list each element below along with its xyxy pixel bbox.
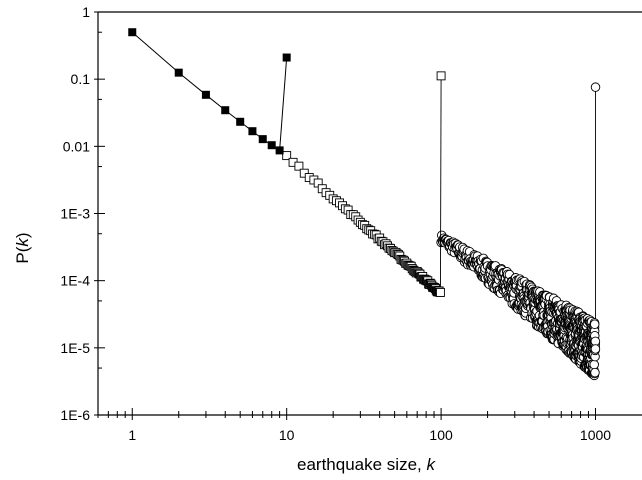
x-axis: 1 10 100 1000 xyxy=(97,408,611,443)
open-square-marker xyxy=(436,71,446,81)
filled-square-marker xyxy=(174,68,183,77)
series-layer xyxy=(128,28,601,381)
open-circle-marker xyxy=(589,359,599,370)
series-open-circles xyxy=(436,82,601,381)
y-tick-label: 0.01 xyxy=(63,138,90,154)
series-open-squares xyxy=(282,71,446,297)
y-axis: 1 0.1 0.01 1E-3 1E-4 1E-5 1E-6 xyxy=(60,4,105,423)
filled-square-marker xyxy=(236,117,245,126)
y-tick-label: 0.1 xyxy=(71,71,91,87)
filled-square-marker xyxy=(267,141,276,150)
open-circle-marker xyxy=(590,82,601,92)
open-circle-marker xyxy=(590,344,601,354)
y-tick-label: 1E-6 xyxy=(60,407,90,423)
y-tick-label: 1 xyxy=(82,4,90,20)
y-tick-label: 1E-3 xyxy=(60,206,90,222)
filled-square-marker xyxy=(275,146,284,155)
y-tick-label: 1E-4 xyxy=(60,273,90,289)
filled-square-marker xyxy=(221,106,230,115)
open-square-marker xyxy=(294,161,304,171)
series-filled-squares xyxy=(128,28,291,155)
x-tick-label: 100 xyxy=(429,427,453,443)
open-circle-marker xyxy=(590,367,600,378)
x-axis-label: earthquake size, k xyxy=(297,455,436,474)
open-square-marker xyxy=(435,287,445,297)
y-axis-label: P(k) xyxy=(13,232,32,263)
x-tick-label: 10 xyxy=(279,427,295,443)
x-tick-label: 1 xyxy=(128,427,136,443)
open-square-marker xyxy=(282,151,292,161)
open-square-cutoff-line xyxy=(439,75,442,293)
filled-square-marker xyxy=(282,53,291,62)
filled-square-marker xyxy=(201,90,210,99)
filled-square-marker xyxy=(258,135,267,144)
filled-square-marker xyxy=(128,28,137,37)
filled-square-marker xyxy=(248,127,257,136)
x-tick-label: 1000 xyxy=(580,427,611,443)
y-tick-label: 1E-5 xyxy=(60,340,90,356)
open-circle-marker xyxy=(589,319,600,329)
